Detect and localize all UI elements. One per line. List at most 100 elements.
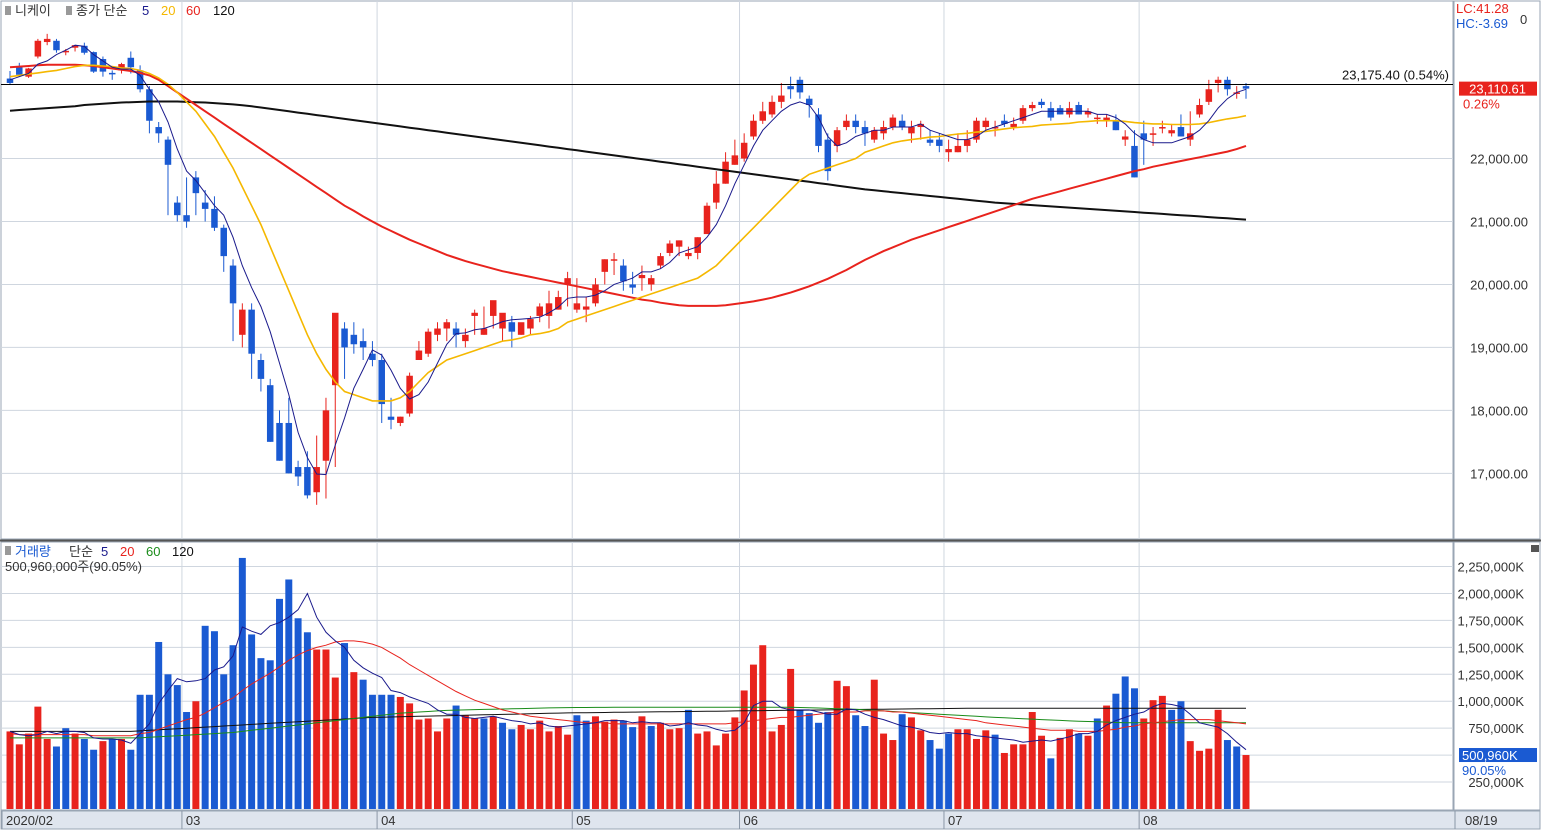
volume-bar xyxy=(1065,729,1073,809)
volume-tick-label: 1,250,000K xyxy=(1457,667,1524,682)
candle-body xyxy=(53,40,60,51)
current-volume-label: 500,960K xyxy=(1462,748,1518,763)
candle-body xyxy=(1159,127,1166,129)
volume-bar xyxy=(201,625,209,809)
volume-tick-label: 1,750,000K xyxy=(1457,613,1524,628)
legend-ma120: 120 xyxy=(213,3,235,18)
candle-body xyxy=(90,52,97,72)
candle-body xyxy=(917,123,924,128)
candle-body xyxy=(685,252,692,257)
candle-body xyxy=(778,95,785,102)
candle-body xyxy=(192,177,200,194)
price-axis-ticks: 17,000.00 18,000.00 19,000.00 20,000.00 21,0… xyxy=(1470,152,1528,482)
volume-bar xyxy=(963,729,971,809)
legend-ma-toggle-icon[interactable] xyxy=(66,6,72,15)
price-tick-label: 18,000.00 xyxy=(1470,403,1528,418)
volume-bar xyxy=(945,733,953,809)
volume-legend-ma120: 120 xyxy=(172,544,194,559)
volume-bar xyxy=(861,726,869,809)
volume-bar xyxy=(6,731,14,809)
candle-body xyxy=(620,265,627,282)
candle-body xyxy=(211,208,218,228)
volume-legend[interactable]: 거래량 단순 5 20 60 120 500,960,000주(90.05%) xyxy=(5,544,194,574)
candle-body xyxy=(610,259,618,261)
volume-bar xyxy=(657,722,665,809)
volume-bar xyxy=(378,694,386,809)
volume-bar xyxy=(842,686,850,809)
candle-body xyxy=(824,139,832,172)
candle-body xyxy=(722,161,729,184)
volume-panel-close-icon[interactable] xyxy=(1531,545,1539,552)
volume-bar xyxy=(25,733,33,809)
candle-body xyxy=(768,101,776,115)
volume-bar xyxy=(52,746,60,809)
candle-body xyxy=(1242,86,1250,89)
candle-body xyxy=(843,120,850,128)
volume-bar xyxy=(694,733,702,809)
volume-bar xyxy=(880,733,888,809)
x-axis-bar xyxy=(0,810,1541,830)
volume-bar xyxy=(350,672,358,809)
volume-bar xyxy=(257,658,265,809)
candle-body xyxy=(257,360,265,379)
candle-body xyxy=(945,149,952,153)
volume-bar xyxy=(1168,709,1176,809)
volume-bar xyxy=(991,734,999,809)
candle-body xyxy=(1001,120,1008,124)
volume-legend-toggle-icon[interactable] xyxy=(5,546,11,555)
current-price-label: 23,110.61 xyxy=(1469,82,1526,97)
candle-body xyxy=(973,120,980,140)
candle-body xyxy=(657,256,664,266)
reference-price-label: 23,175.40 (0.54%) xyxy=(1342,68,1449,83)
legend-ma60: 60 xyxy=(186,3,200,18)
volume-legend-ma60: 60 xyxy=(146,544,160,559)
volume-bar xyxy=(703,731,711,809)
price-ma5-line xyxy=(9,44,1247,476)
legend-toggle-icon[interactable] xyxy=(5,6,11,15)
price-tick-label: 22,000.00 xyxy=(1470,152,1528,167)
volume-bar xyxy=(1214,709,1222,809)
volume-bar xyxy=(740,690,748,809)
candle-body xyxy=(397,416,404,423)
volume-bar xyxy=(824,712,832,809)
candle-body xyxy=(805,98,813,105)
price-gridlines xyxy=(1,158,1453,474)
volume-bar xyxy=(1093,718,1101,809)
candle-body xyxy=(815,114,822,146)
volume-bar xyxy=(1075,733,1083,809)
candle-body xyxy=(452,328,460,335)
volume-axis-area xyxy=(1453,541,1541,811)
candle-body xyxy=(675,240,683,247)
month-label: 03 xyxy=(186,813,200,828)
volume-axis-ticks: 250,000K500,000K750,000K1,000,000K1,250,… xyxy=(1457,560,1524,791)
price-plot-area[interactable] xyxy=(0,0,1454,540)
volume-bar xyxy=(926,740,934,809)
volume-ma20-line xyxy=(9,640,1247,737)
volume-bar xyxy=(749,664,757,809)
candle-body xyxy=(963,139,971,146)
candle-body xyxy=(387,416,395,420)
candle-body xyxy=(740,142,748,159)
volume-bar xyxy=(173,685,181,809)
volume-bar xyxy=(1196,750,1204,809)
volume-bar xyxy=(573,715,581,809)
volume-tick-label: 1,500,000K xyxy=(1457,640,1524,655)
price-legend[interactable]: 니케이 종가 단순 5 20 60 120 xyxy=(5,3,235,18)
candle-body xyxy=(731,155,739,165)
volume-bar xyxy=(331,677,339,809)
x-axis-month-labels: 2020/02 03 04 05 06 07 08 xyxy=(1,811,1456,829)
volume-bar xyxy=(434,731,441,809)
candle-body xyxy=(1121,136,1129,140)
candle-body xyxy=(43,38,51,43)
candle-body xyxy=(926,139,934,143)
volume-ma60-line xyxy=(10,706,1246,739)
candle-body xyxy=(564,278,571,285)
volume-tick-label: 2,000,000K xyxy=(1457,586,1524,601)
volume-bar xyxy=(1186,741,1194,809)
candle-body xyxy=(759,111,767,121)
volume-bar xyxy=(731,717,739,809)
candle-body xyxy=(517,322,525,335)
volume-bar xyxy=(787,668,795,809)
candle-body xyxy=(861,127,869,134)
